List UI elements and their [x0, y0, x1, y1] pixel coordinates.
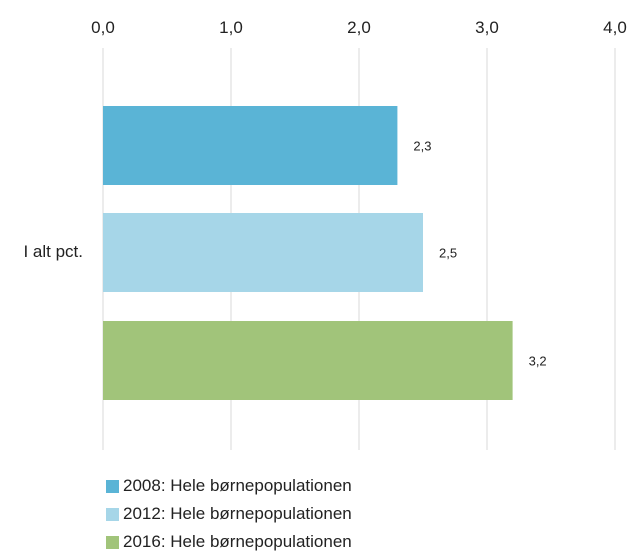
data-label-2008: 2,3	[413, 139, 431, 154]
data-label-2012: 2,5	[439, 246, 457, 261]
legend-item-2016: 2016: Hele børnepopulationen	[106, 528, 352, 556]
legend-label-2008: 2008: Hele børnepopulationen	[123, 476, 352, 495]
x-tick-label: 2,0	[347, 18, 371, 37]
data-label-2016: 3,2	[529, 354, 547, 369]
bars	[103, 106, 513, 400]
legend: 2008: Hele børnepopulationen 2012: Hele …	[106, 472, 352, 556]
legend-label-2012: 2012: Hele børnepopulationen	[123, 504, 352, 523]
legend-swatch-2012	[106, 507, 119, 521]
x-tick-label: 0,0	[91, 18, 115, 37]
legend-item-2008: 2008: Hele børnepopulationen	[106, 472, 352, 500]
legend-swatch-2016	[106, 535, 119, 549]
x-axis-ticks: 0,0 1,0 2,0 3,0 4,0	[91, 18, 627, 37]
legend-label-2016: 2016: Hele børnepopulationen	[123, 532, 352, 551]
category-label: I alt pct.	[23, 242, 83, 261]
bar-2008	[103, 106, 398, 185]
x-tick-label: 3,0	[475, 18, 499, 37]
data-labels: 2,3 2,5 3,2	[413, 139, 546, 369]
legend-item-2012: 2012: Hele børnepopulationen	[106, 500, 352, 528]
bar-chart: 0,0 1,0 2,0 3,0 4,0 2,3 2,5 3,2 I alt pct.	[23, 18, 627, 450]
bar-2016	[103, 321, 513, 400]
x-tick-label: 4,0	[603, 18, 627, 37]
bar-2012	[103, 213, 423, 292]
x-tick-label: 1,0	[219, 18, 243, 37]
legend-swatch-2008	[106, 479, 119, 493]
